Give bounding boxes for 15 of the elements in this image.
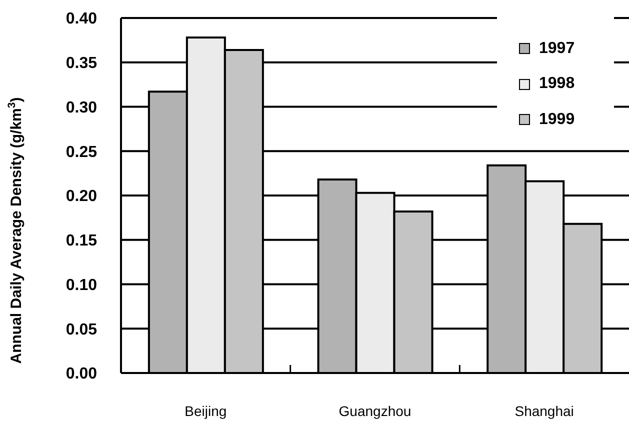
x-tick-label: Guangzhou <box>338 403 412 419</box>
y-tick-label: 0.05 <box>66 321 98 338</box>
y-tick-label: 0.35 <box>66 55 98 72</box>
legend-label: 1999 <box>539 110 575 129</box>
y-tick-label: 0.15 <box>66 232 98 250</box>
y-tick-label: 0.20 <box>66 188 98 206</box>
y-tick-label: 0.30 <box>66 99 98 116</box>
y-tick-label: 0.40 <box>66 10 98 28</box>
y-tick-label: 0.25 <box>66 144 98 161</box>
x-tick-label: Beijing <box>184 403 227 419</box>
y-tick-label: 0.10 <box>66 276 98 294</box>
y-tick-label: 0.00 <box>66 366 98 383</box>
legend-label: 1998 <box>539 75 575 94</box>
legend-label: 1997 <box>539 40 575 58</box>
x-tick-label: Shanghai <box>514 403 574 419</box>
